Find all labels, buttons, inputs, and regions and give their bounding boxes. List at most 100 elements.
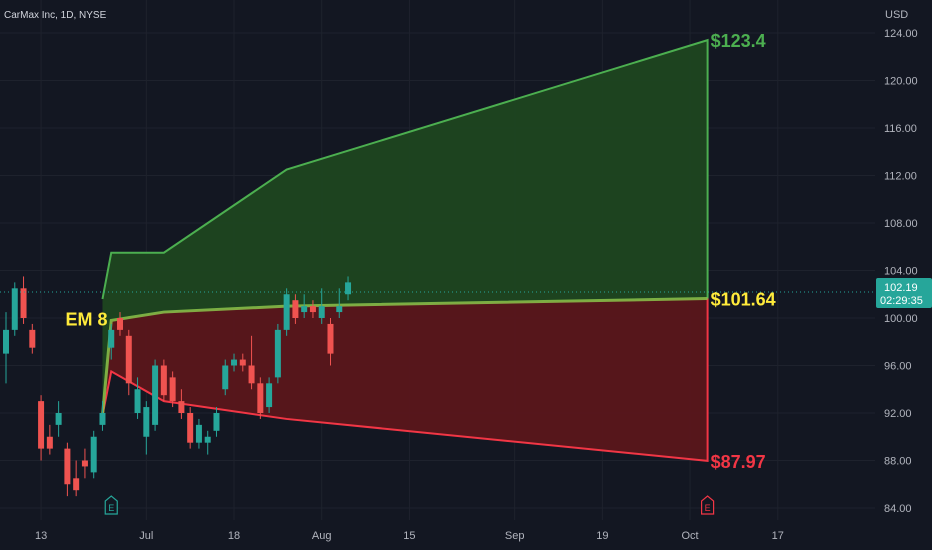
price-tick-label: 92.00 [884, 408, 912, 420]
candle-body [345, 282, 352, 295]
candle[interactable] [257, 377, 264, 419]
candle[interactable] [3, 312, 9, 384]
candle[interactable] [38, 395, 45, 461]
expected-move-area [100, 38, 709, 462]
earnings-marker-shape [701, 495, 715, 515]
candle[interactable] [195, 418, 202, 449]
price-axis[interactable]: 124.00 120.00 116.00 112.00 108.00 104.00 100.… [876, 0, 932, 550]
candle[interactable] [134, 377, 141, 419]
candle-body [64, 448, 71, 485]
candle[interactable] [204, 430, 211, 455]
lower-range-label: $87.97 [711, 452, 766, 472]
candle-body [3, 329, 9, 354]
candle[interactable] [99, 401, 106, 431]
earnings-marker-label: E [705, 503, 711, 513]
candle[interactable] [160, 359, 167, 402]
candle-body [11, 288, 18, 330]
candle-body [134, 389, 141, 413]
currency-label: USD [885, 9, 908, 21]
candle[interactable] [231, 353, 238, 372]
candle-body [73, 478, 80, 491]
candle[interactable] [222, 359, 229, 396]
earnings-marker[interactable]: E [701, 495, 715, 515]
time-tick-label: 15 [403, 530, 415, 542]
candle[interactable] [11, 282, 18, 336]
last-price-countdown: 02:29:35 [880, 295, 923, 307]
last-price-value: 102.19 [884, 282, 918, 294]
candle[interactable] [318, 288, 325, 324]
candle[interactable] [187, 407, 194, 449]
candle-body [108, 329, 115, 348]
candle[interactable] [64, 442, 71, 497]
candle[interactable] [178, 389, 185, 419]
symbol-label: CarMax Inc, 1D, NYSE [4, 10, 107, 21]
candle-body [46, 436, 53, 449]
candle-body [231, 359, 238, 366]
candle-body [327, 323, 334, 354]
time-tick-label: Oct [681, 530, 698, 542]
candle[interactable] [213, 407, 220, 437]
candle[interactable] [336, 288, 343, 318]
candle[interactable] [46, 424, 53, 455]
candle[interactable] [283, 288, 290, 336]
candle[interactable] [108, 323, 115, 360]
candle[interactable] [143, 401, 150, 455]
candle[interactable] [29, 323, 36, 354]
candle[interactable] [117, 312, 124, 336]
candle-body [125, 335, 132, 384]
price-tick-label: 108.00 [884, 218, 918, 230]
em-label: EM 8 [65, 309, 107, 329]
earnings-marker-label: E [108, 503, 114, 513]
candle-body [257, 383, 264, 413]
candle-body [213, 413, 220, 431]
candle-body [99, 413, 106, 425]
candle-body [187, 413, 194, 443]
candle-body [152, 365, 159, 425]
candle-body [29, 329, 36, 348]
time-axis[interactable]: 13 Jul 18 Aug 15 Sep 19 Oct 17 [0, 520, 876, 550]
candle[interactable] [73, 460, 80, 497]
candle-body [318, 306, 325, 318]
time-tick-label: 13 [35, 530, 47, 542]
time-axis-background [0, 520, 876, 550]
candle-body [336, 306, 343, 313]
earnings-marker[interactable]: E [104, 495, 118, 515]
candle-body [274, 329, 281, 378]
candle[interactable] [327, 318, 334, 366]
candle[interactable] [90, 430, 97, 479]
candle-body [239, 359, 246, 366]
candle[interactable] [248, 335, 255, 390]
candlestick-series[interactable] [3, 276, 352, 497]
candle-body [117, 318, 124, 330]
candle-body [283, 294, 290, 330]
candle[interactable] [292, 294, 299, 324]
candle[interactable] [239, 353, 246, 372]
candle[interactable] [20, 276, 27, 324]
time-tick-label: 18 [228, 530, 240, 542]
candle[interactable] [125, 329, 132, 396]
price-tick-label: 96.00 [884, 361, 912, 373]
time-tick-label: Jul [139, 530, 153, 542]
candle[interactable] [266, 377, 273, 413]
candle[interactable] [345, 276, 352, 301]
candle[interactable] [274, 323, 281, 384]
candle-body [81, 460, 88, 467]
candle[interactable] [309, 300, 316, 318]
candle-body [309, 306, 316, 313]
time-tick-label: Aug [312, 530, 332, 542]
candle[interactable] [301, 294, 308, 318]
candle[interactable] [169, 371, 176, 408]
candle[interactable] [152, 359, 159, 431]
candle-body [160, 365, 167, 396]
lower-range-fill [102, 298, 708, 461]
candle-body [248, 365, 255, 384]
candle[interactable] [81, 448, 88, 479]
last-price-badge-bg [876, 277, 932, 308]
price-tick-label: 116.00 [884, 123, 917, 135]
candle-body [292, 300, 299, 318]
price-tick-label: 124.00 [884, 28, 918, 40]
candle[interactable] [55, 401, 62, 437]
